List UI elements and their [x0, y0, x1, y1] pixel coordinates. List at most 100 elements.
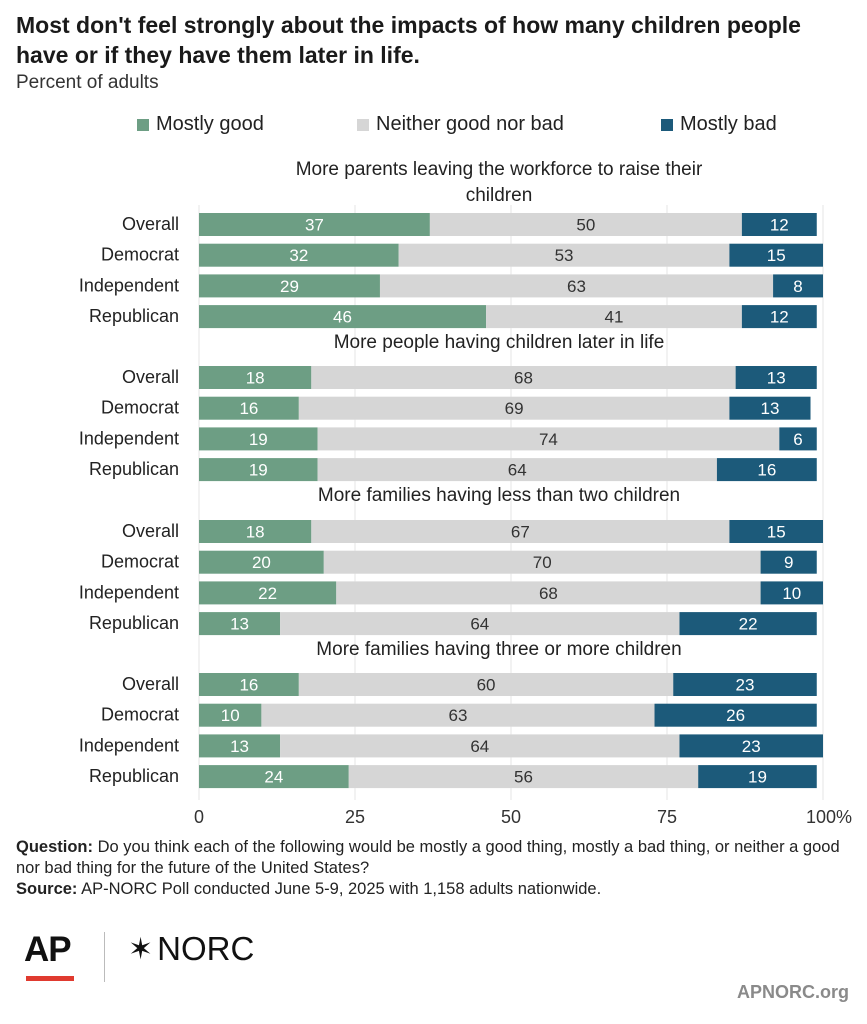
data-label-1-3-s2: 16 [757, 461, 776, 480]
bar-3-3-s1 [348, 765, 699, 789]
data-label-1-0-s2: 13 [767, 369, 786, 388]
norc-logo-text: NORC [157, 930, 255, 967]
site-url: APNORC.org [737, 982, 849, 1002]
bar-0-3-s1 [486, 305, 742, 329]
bar-2-3-s2 [679, 612, 817, 636]
data-label-1-2-s0: 19 [249, 430, 268, 449]
logo-divider [104, 932, 105, 982]
bar-3-0-s2 [673, 673, 817, 696]
bar-1-0-s1 [311, 366, 736, 389]
data-label-1-1-s2: 13 [760, 399, 779, 418]
bar-0-0-s1 [429, 213, 742, 236]
legend-item-mostly-bad: Mostly bad [661, 113, 777, 136]
legend-label-mostly-good: Mostly good [156, 113, 264, 135]
data-label-2-1-s0: 20 [252, 553, 271, 572]
row-label-2-3: Republican [89, 613, 179, 633]
data-label-0-2-s1: 63 [567, 277, 586, 296]
data-label-3-2-s1: 64 [470, 737, 489, 756]
bar-3-1-s2 [654, 703, 817, 727]
footer-notes: Question: Do you think each of the follo… [16, 837, 856, 900]
bar-3-1-s1 [261, 703, 655, 727]
bar-3-0-s0 [199, 673, 299, 696]
data-label-3-2-s2: 23 [742, 737, 761, 756]
norc-star-icon: ✶ [128, 932, 154, 966]
data-label-0-1-s0: 32 [289, 246, 308, 265]
bar-0-1-s0 [199, 243, 399, 267]
data-label-0-0-s2: 12 [770, 216, 789, 235]
bar-2-3-s0 [199, 612, 281, 636]
legend-label-neither: Neither good nor bad [376, 113, 564, 135]
bar-0-3-s2 [741, 305, 817, 329]
data-label-2-1-s2: 9 [784, 553, 793, 572]
legend-swatch-mostly-good [137, 118, 149, 131]
legend-item-mostly-good: Mostly good [137, 113, 264, 136]
data-label-0-3-s2: 12 [770, 308, 789, 327]
ap-logo-underline [26, 976, 74, 981]
data-label-2-2-s2: 10 [782, 584, 801, 603]
bar-1-2-s0 [199, 427, 318, 451]
data-label-3-2-s0: 13 [230, 737, 249, 756]
data-label-2-3-s0: 13 [230, 615, 249, 634]
bar-3-2-s2 [679, 734, 823, 758]
bar-0-0-s0 [199, 213, 430, 236]
row-label-1-2: Independent [79, 428, 179, 448]
bar-3-1-s0 [199, 703, 262, 727]
data-label-2-0-s0: 18 [246, 523, 265, 542]
bar-2-0-s2 [729, 520, 823, 543]
bar-2-2-s1 [336, 581, 761, 605]
question-label: Question: [16, 838, 93, 856]
legend-swatch-mostly-bad [661, 118, 673, 131]
row-label-0-0: Overall [122, 214, 179, 234]
row-label-3-0: Overall [122, 674, 179, 694]
ap-logo: AP [24, 930, 72, 969]
data-label-2-0-s1: 67 [511, 523, 530, 542]
bar-0-1-s1 [398, 243, 730, 267]
bar-1-2-s1 [317, 427, 780, 451]
bar-1-1-s0 [199, 396, 299, 420]
bar-2-0-s1 [311, 520, 730, 543]
data-label-2-3-s1: 64 [470, 615, 489, 634]
data-label-0-2-s0: 29 [280, 277, 299, 296]
data-label-0-1-s2: 15 [767, 246, 786, 265]
x-tick-label-2: 50 [501, 807, 521, 827]
legend-swatch-neither [357, 118, 369, 131]
bar-1-3-s1 [317, 458, 717, 482]
legend: Mostly good Neither good nor bad Mostly … [0, 113, 867, 137]
question-note: Question: Do you think each of the follo… [16, 837, 856, 879]
row-label-1-3: Republican [89, 459, 179, 479]
data-label-1-2-s2: 6 [793, 430, 802, 449]
data-label-0-0-s0: 37 [305, 216, 324, 235]
group-title-3: More families having three or more child… [316, 639, 681, 660]
row-label-2-2: Independent [79, 582, 179, 602]
data-label-3-1-s2: 26 [726, 706, 745, 725]
data-label-3-3-s2: 19 [748, 768, 767, 787]
bar-2-3-s1 [280, 612, 680, 636]
bar-3-2-s1 [280, 734, 680, 758]
chart-subtitle: Percent of adults [16, 72, 159, 93]
row-label-1-1: Democrat [101, 398, 179, 418]
x-tick-label-3: 75 [657, 807, 677, 827]
data-label-0-1-s1: 53 [555, 246, 574, 265]
legend-item-neither: Neither good nor bad [357, 113, 564, 136]
data-label-2-3-s2: 22 [739, 615, 758, 634]
bar-3-3-s0 [199, 765, 349, 789]
bar-2-1-s1 [323, 550, 761, 574]
data-label-2-1-s1: 70 [533, 553, 552, 572]
data-label-3-1-s1: 63 [448, 706, 467, 725]
bar-1-3-s0 [199, 458, 318, 482]
bar-1-1-s1 [298, 396, 730, 420]
stacked-bar-chart: More parents leaving the workforce to ra… [79, 159, 852, 827]
row-label-1-0: Overall [122, 367, 179, 387]
data-label-3-3-s0: 24 [264, 768, 283, 787]
norc-logo: ✶ NORC [128, 930, 254, 968]
bar-0-2-s1 [379, 274, 774, 298]
data-label-1-3-s1: 64 [508, 461, 527, 480]
chart-title: Most don't feel strongly about the impac… [16, 12, 801, 68]
source-text: AP-NORC Poll conducted June 5-9, 2025 wi… [81, 880, 602, 898]
group-title-0-line-2: children [466, 185, 533, 206]
bar-3-0-s1 [298, 673, 674, 696]
data-label-2-2-s1: 68 [539, 584, 558, 603]
data-label-3-1-s0: 10 [221, 706, 240, 725]
x-tick-label-4: 100% [806, 807, 852, 827]
group-title-2: More families having less than two child… [318, 485, 680, 506]
